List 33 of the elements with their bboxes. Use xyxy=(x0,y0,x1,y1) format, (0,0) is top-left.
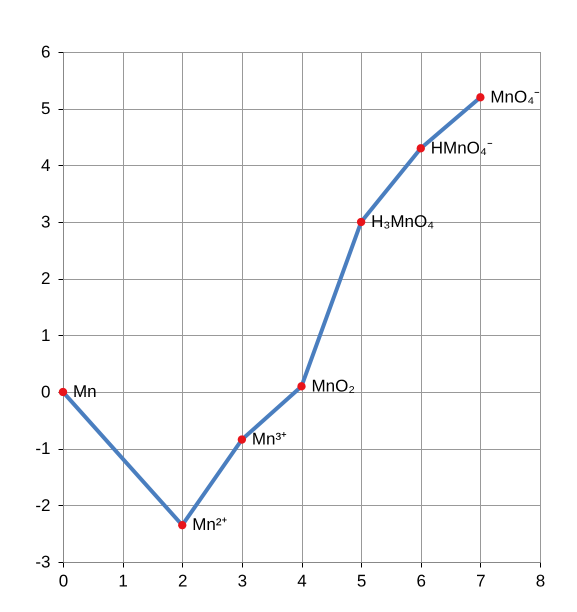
point xyxy=(238,435,246,444)
x-tick-label: 2 xyxy=(178,572,188,590)
annotation: MnO₂ xyxy=(312,376,355,396)
annotation: Mn xyxy=(73,382,97,401)
annotation: Mn²⁺ xyxy=(192,515,228,534)
x-tick-label: 5 xyxy=(356,572,366,590)
y-tick-label: 5 xyxy=(41,99,50,118)
y-tick-label: 4 xyxy=(41,156,50,175)
y-tick-label: 0 xyxy=(41,382,50,402)
y-tick-label: -1 xyxy=(35,439,50,458)
point xyxy=(178,520,186,530)
x-tick-label: 3 xyxy=(238,572,248,590)
x-tick-label: 7 xyxy=(476,572,486,590)
annotation: HMnO₄⁻ xyxy=(430,138,493,158)
x-tick-label: 4 xyxy=(297,572,307,590)
point xyxy=(58,388,68,396)
y-tick-label: -2 xyxy=(35,496,50,515)
y-tick-label: 3 xyxy=(41,212,50,232)
point xyxy=(297,382,306,391)
y-tick-label: 6 xyxy=(41,42,50,62)
y-tick-label: -3 xyxy=(35,552,50,572)
point xyxy=(416,144,425,153)
point xyxy=(356,218,366,226)
y-tick-label: 2 xyxy=(41,269,50,288)
annotation: MnO₄⁻ xyxy=(490,87,540,106)
annotation: Mn³⁺ xyxy=(252,430,288,449)
point xyxy=(476,93,485,102)
x-tick-label: 1 xyxy=(118,572,128,590)
x-tick-label: 8 xyxy=(536,572,546,590)
annotation: H₃MnO₄ xyxy=(371,212,434,231)
y-tick-label: 1 xyxy=(41,326,50,345)
x-tick-label: 6 xyxy=(416,572,426,590)
x-tick-label: 0 xyxy=(58,572,68,590)
